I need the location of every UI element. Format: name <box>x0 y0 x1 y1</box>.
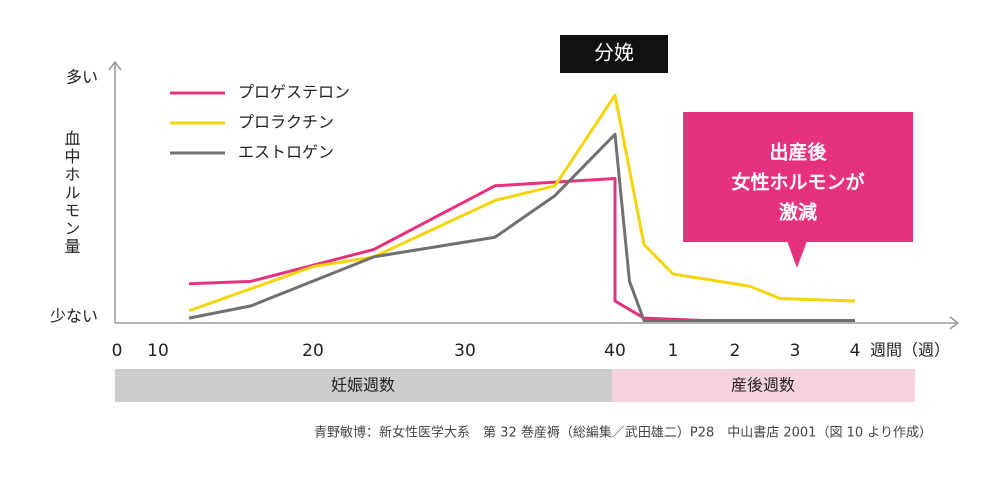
band <box>115 369 612 402</box>
y-tick-label: 多い <box>66 68 98 87</box>
y-arrow <box>108 60 122 71</box>
legend-label: エストロゲン <box>238 143 334 162</box>
legend-label: プロゲステロン <box>238 83 350 102</box>
y-label: 血中ホルモン量 <box>62 130 81 256</box>
x-tick-label: 40 <box>604 341 626 361</box>
callout-text: 出産後 <box>769 141 827 164</box>
birth-label: 分娩 <box>594 41 634 65</box>
source: 青野敏博：新女性医学大系 第 32 巻産褥（総編集／武田雄二）P28 中山書店 … <box>314 425 932 441</box>
legend-label: プロラクチン <box>238 113 334 132</box>
x-tick-label: 2 <box>730 341 741 361</box>
line <box>188 93 856 313</box>
y-tick-label: 少ない <box>50 307 98 326</box>
callout-box <box>683 112 913 242</box>
x-tick-label: 4 <box>850 341 861 361</box>
x-arrow <box>949 316 960 330</box>
x-unit: 週間（週） <box>870 341 950 360</box>
callout-pointer <box>787 241 807 268</box>
band <box>612 369 915 402</box>
band-label: 産後週数 <box>731 376 795 395</box>
line <box>188 132 855 323</box>
callout-text: 女性ホルモンが <box>731 171 864 194</box>
x-tick-label: 0 <box>112 341 123 361</box>
x-tick-label: 1 <box>668 341 679 361</box>
x-tick-label: 3 <box>790 341 801 361</box>
callout-text: 激減 <box>779 201 817 224</box>
x-tick-label: 20 <box>302 341 324 361</box>
x-tick-label: 10 <box>147 341 169 361</box>
birth-box <box>560 35 668 73</box>
x-tick-label: 30 <box>454 341 476 361</box>
band-label: 妊娠週数 <box>331 376 395 395</box>
